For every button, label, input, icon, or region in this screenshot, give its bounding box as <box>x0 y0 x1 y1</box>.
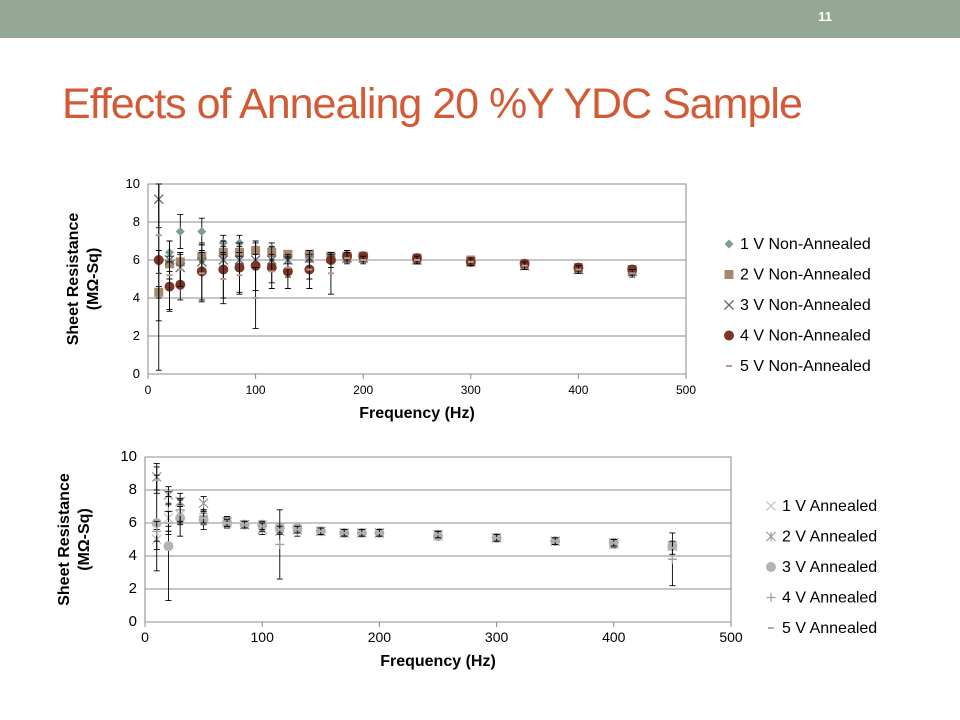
chart2-x-tick-label: 400 <box>602 629 626 645</box>
chart1-data-point <box>175 227 185 236</box>
chart2-y-tick-label: 10 <box>120 448 137 465</box>
chart2-x-tick-label: 300 <box>485 629 509 645</box>
chart2-x-tick-label: 500 <box>719 629 743 645</box>
chart1-data-point <box>197 227 207 236</box>
chart1-series-5 <box>155 183 636 329</box>
chart2-series-2 <box>151 463 678 552</box>
chart1-x-tick-label: 100 <box>246 383 266 397</box>
chart2-x-tick-label: 0 <box>141 629 149 645</box>
chart1-legend-entry: 2 V Non-Annealed <box>740 267 871 284</box>
chart1-y-tick-label: 10 <box>126 176 140 191</box>
chart2-series-5 <box>153 466 676 555</box>
chart1-y-tick-label: 8 <box>133 214 140 229</box>
chart2-legend-entry: 4 V Annealed <box>782 590 877 607</box>
chart2-data-point <box>275 539 285 549</box>
chart1-x-tick-label: 400 <box>568 383 588 397</box>
chart1-x-tick-label: 200 <box>353 383 373 397</box>
chart2-y-tick-label: 8 <box>129 481 137 498</box>
chart1-series-4 <box>153 183 638 371</box>
chart1-x-tick-label: 300 <box>461 383 481 397</box>
chart2-legend-entry: 1 V Annealed <box>782 498 877 515</box>
chart2-data-point <box>198 498 209 509</box>
chart1-x-tick-label: 500 <box>676 383 696 397</box>
chart1-y-tick-label: 6 <box>133 252 140 267</box>
chart2-legend-marker <box>766 562 776 572</box>
chart1-legend-entry: 3 V Non-Annealed <box>740 297 871 314</box>
chart2-y-tick-label: 2 <box>129 580 137 597</box>
chart2-data-point <box>152 526 162 536</box>
chart2-series-1 <box>151 504 678 552</box>
chart1-legend-entry: 1 V Non-Annealed <box>740 236 871 253</box>
chart2-legend-entry: 5 V Annealed <box>782 620 877 637</box>
chart1-error-bar <box>155 183 162 322</box>
chart2-y-tick-label: 0 <box>129 613 137 630</box>
chart2-y-tick-label: 6 <box>129 514 137 531</box>
chart1-y-tick-label: 0 <box>133 366 140 381</box>
chart2-legend-marker <box>766 501 776 511</box>
chart2-y-tick-label: 4 <box>129 547 137 564</box>
chart1-legend-entry: 5 V Non-Annealed <box>740 358 871 375</box>
chart1-y-axis-label: (MΩ-Sq) <box>85 248 102 311</box>
chart2-series-3 <box>151 474 678 601</box>
chart1-y-tick-label: 4 <box>133 290 140 305</box>
chart2-legend-marker <box>766 593 776 602</box>
chart2-series-4 <box>152 496 677 587</box>
chart2-legend-entry: 3 V Annealed <box>782 559 877 576</box>
chart2-x-tick-label: 100 <box>251 629 275 645</box>
chart2-legend-marker <box>766 531 776 542</box>
chart1-legend-marker <box>724 300 734 310</box>
chart2-x-tick-label: 200 <box>368 629 392 645</box>
chart1-x-tick-label: 0 <box>145 383 152 397</box>
chart2-x-axis-label: Frequency (Hz) <box>380 653 496 670</box>
chart1-data-point <box>250 260 261 271</box>
chart1-y-axis-label: Sheet Resistance <box>65 213 82 346</box>
chart1-legend-marker <box>724 239 734 249</box>
chart1-x-axis-label: Frequency (Hz) <box>359 405 475 422</box>
chart2-data-point <box>163 541 174 552</box>
chart1-legend-entry: 4 V Non-Annealed <box>740 328 871 345</box>
chart2-data-point <box>667 554 677 564</box>
chart1-legend-marker <box>724 270 734 279</box>
slide-number: 11 <box>818 9 832 24</box>
chart2-legend-entry: 2 V Annealed <box>782 529 877 546</box>
top-bar: 11 <box>0 0 960 38</box>
chart2-y-axis-label: (MΩ-Sq) <box>76 508 93 571</box>
slide-title: Effects of Annealing 20 %Y YDC Sample <box>62 80 803 128</box>
chart2-y-axis-label: Sheet Resistance <box>56 473 73 606</box>
chart1-plot-area <box>147 183 687 375</box>
chart1-y-tick-label: 2 <box>133 328 140 343</box>
chart1-legend-marker <box>724 330 734 341</box>
